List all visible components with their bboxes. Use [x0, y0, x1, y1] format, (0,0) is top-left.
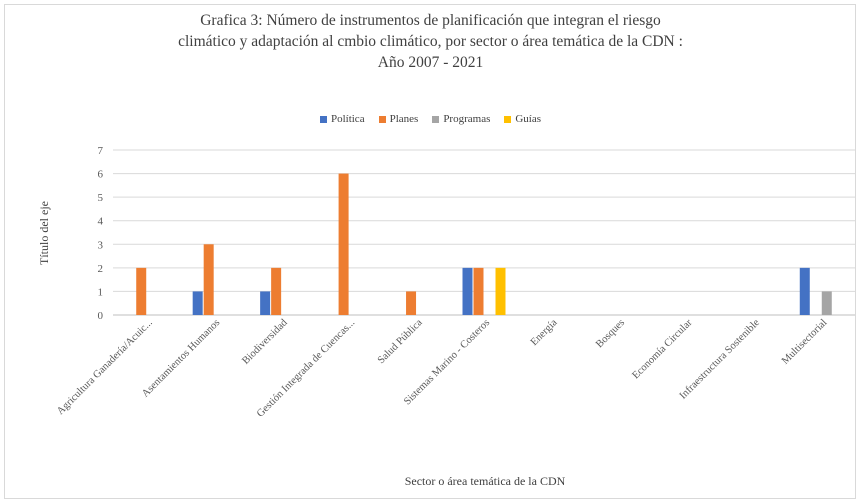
- gridlines: [113, 149, 855, 316]
- bar-planes-5: [473, 267, 484, 315]
- chart-title-line-3: Año 2007 - 2021: [377, 54, 484, 71]
- chart-frame: [4, 4, 856, 499]
- bar-guías-5: [495, 267, 506, 315]
- x-axis-title: Sector o área temática de la CDN: [405, 474, 566, 488]
- bar-política-5: [462, 267, 473, 315]
- y-tick-label: 1: [98, 286, 104, 298]
- x-category-label: Multisectorial: [780, 317, 829, 366]
- x-category-label: Agricultura Ganadería/Acuic...: [55, 317, 155, 417]
- x-category-label: Energía: [529, 317, 560, 348]
- bar-política-1: [192, 291, 203, 315]
- chart-title: Grafica 3: Número de instrumentos de pla…: [60, 10, 801, 73]
- y-tick-label: 5: [98, 192, 104, 204]
- legend-item-programas: Programas: [432, 113, 490, 125]
- bar-planes-1: [203, 244, 214, 315]
- x-category-labels: Agricultura Ganadería/Acuic...Asentamien…: [55, 317, 829, 420]
- y-tick-label: 6: [98, 169, 104, 181]
- legend-label-planes: Planes: [389, 113, 419, 125]
- bar-planes-3: [338, 173, 349, 315]
- bar-planes-2: [271, 267, 282, 315]
- y-tick-label: 4: [98, 216, 104, 228]
- y-tick-label: 7: [98, 145, 104, 157]
- legend-swatch-politica: [319, 115, 327, 123]
- bars: [136, 173, 832, 315]
- x-category-label: Infraestructura Sostenible: [678, 317, 763, 402]
- legend-swatch-guias: [504, 115, 512, 123]
- y-tick-label: 0: [98, 310, 104, 322]
- chart-title-line-1: Grafica 3: Número de instrumentos de pla…: [200, 12, 661, 29]
- legend-item-politica: Política: [319, 113, 365, 125]
- bar-planes-4: [406, 291, 417, 315]
- bar-política-10: [799, 267, 810, 315]
- legend-swatch-planes: [378, 115, 386, 123]
- bar-política-2: [260, 291, 271, 315]
- chart-legend: Política Planes Programas Guías: [0, 113, 861, 125]
- legend-label-programas: Programas: [443, 113, 491, 125]
- legend-label-politica: Política: [330, 113, 365, 125]
- legend-item-guias: Guías: [504, 113, 541, 125]
- chart-title-line-2: climático y adaptación al cmbio climátic…: [178, 33, 683, 50]
- x-category-label: Economía Circular: [630, 317, 694, 381]
- legend-label-guias: Guías: [515, 113, 542, 125]
- x-category-label: Asentamientos Humanos: [140, 317, 222, 399]
- x-category-label: Biodiversidad: [240, 317, 290, 367]
- bar-programas-10: [821, 291, 832, 315]
- y-axis-title: Título del eje: [37, 201, 51, 265]
- legend-swatch-programas: [432, 115, 440, 123]
- x-category-label: Salud Pública: [376, 317, 425, 366]
- y-tick-label: 3: [98, 239, 104, 251]
- legend-item-planes: Planes: [378, 113, 419, 125]
- y-tick-labels: 0 1 2 3 4 5 6 7: [98, 145, 104, 322]
- bar-planes-0: [136, 267, 147, 315]
- y-tick-label: 2: [98, 263, 104, 275]
- x-category-label: Bosques: [594, 317, 627, 350]
